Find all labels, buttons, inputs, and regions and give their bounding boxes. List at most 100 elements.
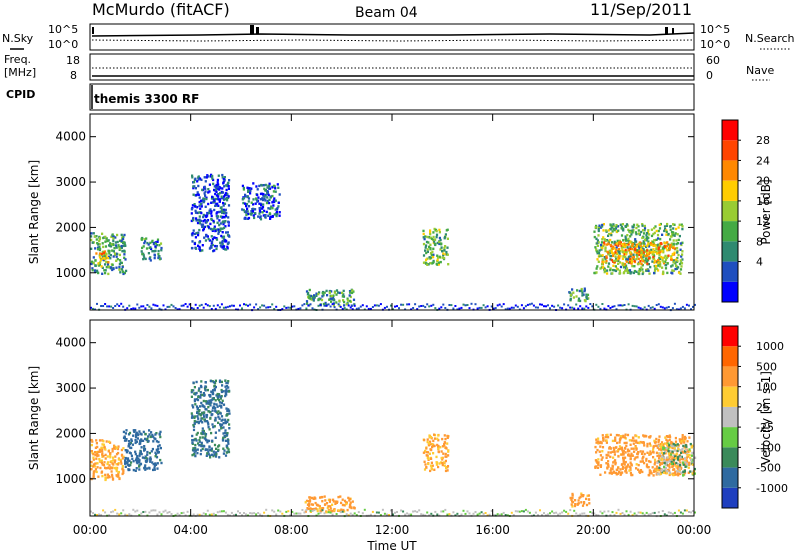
data-cell (599, 267, 602, 270)
data-cell (609, 514, 612, 517)
data-cell (432, 238, 435, 242)
data-cell (666, 443, 669, 447)
data-cell (425, 240, 429, 244)
data-cell (247, 304, 249, 307)
data-cell (130, 438, 133, 441)
data-cell (319, 511, 322, 514)
data-cell (196, 407, 199, 410)
data-cell (259, 198, 262, 201)
data-cell (92, 475, 95, 478)
data-cell (134, 436, 138, 439)
y-tick-label: 2000 (55, 220, 86, 234)
data-cell (437, 261, 440, 264)
data-cell (658, 227, 662, 230)
data-cell (213, 236, 216, 239)
data-cell (660, 462, 664, 465)
data-cell (154, 242, 157, 245)
data-cell (96, 452, 99, 456)
data-cell (251, 208, 254, 211)
data-cell (210, 379, 213, 383)
data-cell (638, 268, 641, 271)
data-cell (227, 418, 230, 422)
data-cell (664, 227, 667, 231)
data-cell (638, 269, 641, 273)
data-cell (348, 503, 352, 507)
data-cell (106, 476, 109, 479)
data-cell (157, 448, 160, 451)
data-cell (663, 456, 666, 460)
data-cell (149, 456, 152, 459)
data-cell (640, 242, 643, 245)
data-cell (205, 413, 209, 417)
data-cell (199, 202, 202, 206)
data-cell (614, 227, 617, 230)
data-cell (115, 246, 118, 249)
data-cell (241, 184, 244, 188)
data-cell (682, 463, 685, 466)
data-cell (642, 255, 645, 258)
data-cell (593, 235, 596, 239)
data-cell (653, 231, 656, 235)
data-cell (443, 257, 446, 260)
data-cell (109, 254, 112, 257)
data-cell (228, 412, 231, 415)
data-cell (683, 307, 686, 310)
data-cell (198, 444, 201, 447)
data-cell (118, 253, 121, 257)
data-cell (135, 457, 138, 460)
data-cell (559, 306, 562, 309)
data-cell (618, 261, 622, 264)
data-cell (95, 457, 98, 460)
data-cell (406, 303, 409, 306)
data-cell (653, 458, 657, 461)
data-cell (345, 513, 348, 516)
data-cell (622, 229, 625, 232)
data-cell (690, 454, 693, 457)
data-cell (335, 500, 338, 503)
data-cell (98, 448, 101, 451)
data-cell (92, 456, 95, 459)
data-cell (430, 466, 433, 470)
data-cell (114, 241, 117, 244)
data-cell (114, 244, 118, 247)
data-cell (627, 261, 630, 265)
data-cell (652, 469, 656, 472)
data-cell (223, 449, 226, 452)
data-cell (261, 304, 264, 307)
data-cell (612, 471, 615, 474)
data-cell (191, 404, 194, 407)
data-cell (604, 239, 607, 243)
data-cell (632, 229, 635, 232)
data-cell (677, 238, 680, 242)
data-cell (216, 405, 219, 408)
data-cell (207, 450, 210, 453)
data-cell (619, 255, 622, 258)
data-cell (266, 196, 269, 199)
data-cell (193, 399, 196, 403)
data-cell (621, 467, 624, 470)
data-cell (96, 302, 98, 305)
data-cell (156, 467, 159, 470)
data-cell (219, 395, 222, 399)
data-cell (244, 195, 247, 198)
data-cell (107, 261, 110, 264)
data-cell (673, 472, 676, 475)
data-cell (614, 243, 617, 246)
data-cell (644, 259, 647, 263)
data-cell (192, 428, 196, 432)
data-cell (659, 222, 662, 226)
data-cell (223, 209, 226, 212)
data-cell (192, 229, 195, 232)
data-cell (195, 405, 199, 408)
data-cell (662, 471, 666, 474)
data-cell (610, 467, 613, 470)
data-cell (677, 271, 681, 274)
data-cell (249, 189, 252, 192)
data-cell (332, 302, 335, 305)
data-cell (221, 227, 224, 230)
data-cell (681, 250, 684, 253)
data-cell (652, 451, 655, 454)
data-cell (619, 223, 622, 226)
data-cell (203, 393, 206, 397)
data-cell (625, 257, 628, 260)
